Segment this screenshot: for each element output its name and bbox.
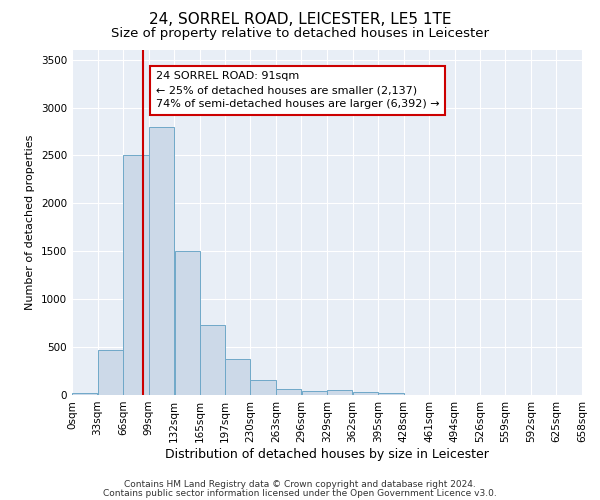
Text: 24 SORREL ROAD: 91sqm
← 25% of detached houses are smaller (2,137)
74% of semi-d: 24 SORREL ROAD: 91sqm ← 25% of detached …	[156, 71, 439, 109]
Bar	[327, 390, 352, 395]
Text: Contains HM Land Registry data © Crown copyright and database right 2024.: Contains HM Land Registry data © Crown c…	[124, 480, 476, 489]
Text: Size of property relative to detached houses in Leicester: Size of property relative to detached ho…	[111, 28, 489, 40]
Bar	[353, 392, 378, 395]
Bar	[72, 393, 97, 395]
Text: Contains public sector information licensed under the Open Government Licence v3: Contains public sector information licen…	[103, 488, 497, 498]
Bar	[124, 156, 149, 395]
Text: 24, SORREL ROAD, LEICESTER, LE5 1TE: 24, SORREL ROAD, LEICESTER, LE5 1TE	[149, 12, 451, 28]
Bar	[250, 380, 275, 395]
Bar	[276, 389, 301, 395]
Y-axis label: Number of detached properties: Number of detached properties	[25, 135, 35, 310]
Bar	[302, 390, 327, 395]
Bar	[175, 251, 200, 395]
Bar	[98, 350, 123, 395]
X-axis label: Distribution of detached houses by size in Leicester: Distribution of detached houses by size …	[165, 448, 489, 460]
Bar	[225, 358, 250, 395]
Bar	[200, 325, 225, 395]
Bar	[379, 392, 404, 395]
Bar	[149, 126, 174, 395]
